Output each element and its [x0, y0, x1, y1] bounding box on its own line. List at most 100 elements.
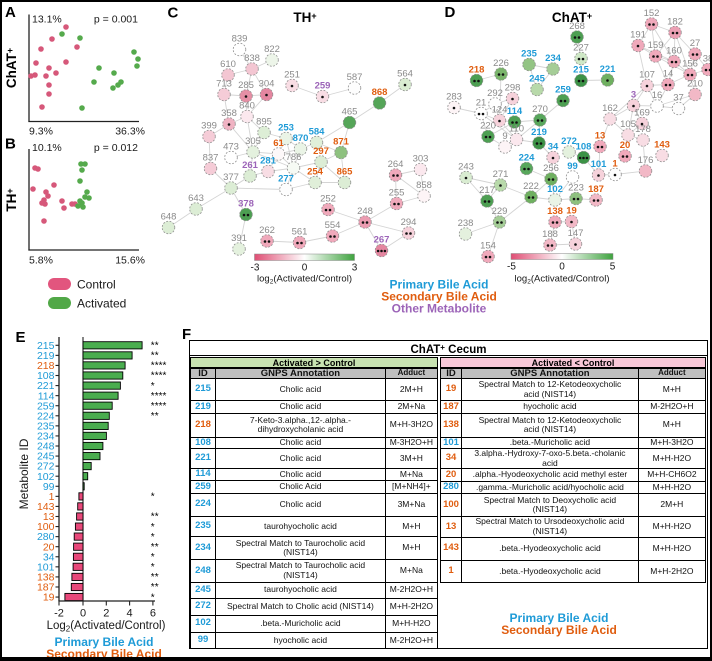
svg-text:268: 268 [569, 21, 585, 32]
svg-text:235: 235 [521, 49, 538, 60]
svg-text:**: ** [151, 582, 159, 593]
svg-text:-3: -3 [251, 263, 260, 274]
svg-text:285: 285 [238, 80, 254, 91]
svg-text:178: 178 [635, 124, 651, 135]
svg-text:6: 6 [150, 608, 156, 620]
svg-text:ChAT+: ChAT+ [552, 10, 592, 25]
svg-text:245: 245 [37, 451, 55, 463]
svg-text:Metabolite ID: Metabolite ID [17, 438, 31, 509]
svg-text:-5: -5 [507, 262, 516, 273]
svg-text:-2: -2 [54, 608, 64, 620]
svg-text:159: 159 [648, 40, 664, 51]
svg-text:399: 399 [201, 121, 217, 132]
svg-text:156: 156 [682, 59, 698, 70]
svg-text:298: 298 [505, 83, 521, 94]
svg-text:281: 281 [260, 156, 277, 167]
svg-text:13: 13 [595, 131, 606, 142]
svg-text:294: 294 [401, 217, 417, 228]
svg-text:27: 27 [690, 38, 701, 49]
svg-text:210: 210 [687, 79, 703, 90]
svg-text:****: **** [151, 391, 167, 402]
svg-text:256: 256 [543, 163, 559, 174]
svg-text:191: 191 [630, 30, 646, 41]
svg-text:176: 176 [638, 155, 654, 166]
svg-text:223: 223 [568, 183, 584, 194]
svg-text:234: 234 [545, 53, 562, 64]
svg-text:21: 21 [476, 98, 487, 109]
svg-text:108: 108 [37, 370, 55, 382]
svg-text:871: 871 [333, 137, 350, 148]
svg-text:219: 219 [531, 127, 547, 138]
svg-text:160: 160 [666, 46, 682, 57]
svg-text:272: 272 [37, 461, 55, 473]
svg-text:Primary Bile Acid: Primary Bile Acid [390, 278, 489, 292]
svg-text:34: 34 [43, 551, 55, 563]
svg-text:ChAT+: ChAT+ [4, 48, 19, 88]
svg-text:217: 217 [479, 185, 495, 196]
svg-text:262: 262 [259, 225, 275, 236]
svg-text:105: 105 [620, 119, 636, 130]
svg-text:271: 271 [493, 169, 509, 180]
svg-text:270: 270 [532, 104, 548, 115]
svg-text:C: C [168, 5, 179, 22]
svg-text:D: D [445, 4, 456, 21]
svg-text:1: 1 [49, 491, 55, 503]
svg-text:154: 154 [480, 241, 496, 252]
svg-text:895: 895 [256, 117, 272, 128]
svg-text:868: 868 [372, 87, 388, 98]
svg-text:99: 99 [43, 481, 55, 493]
svg-text:5.8%: 5.8% [29, 255, 53, 267]
svg-text:554: 554 [325, 220, 341, 231]
svg-text:259: 259 [37, 400, 55, 412]
svg-text:587: 587 [347, 72, 363, 83]
svg-text:**: ** [151, 512, 159, 523]
svg-text:16: 16 [652, 90, 663, 101]
svg-text:648: 648 [161, 212, 177, 223]
svg-text:143: 143 [37, 501, 55, 513]
svg-text:0: 0 [559, 262, 565, 273]
svg-text:248: 248 [37, 441, 55, 453]
svg-text:870: 870 [293, 133, 309, 144]
svg-text:9: 9 [502, 131, 507, 142]
svg-text:114: 114 [507, 106, 523, 117]
svg-text:259: 259 [315, 81, 331, 92]
svg-text:235: 235 [37, 420, 55, 432]
svg-text:61: 61 [273, 138, 284, 149]
svg-text:Secondary Bile Acid: Secondary Bile Acid [381, 290, 497, 304]
svg-text:243: 243 [458, 162, 474, 173]
svg-text:37: 37 [673, 93, 684, 104]
svg-text:19: 19 [43, 592, 55, 604]
svg-text:251: 251 [284, 70, 300, 81]
svg-text:107: 107 [639, 70, 655, 81]
svg-text:358: 358 [221, 108, 237, 119]
svg-text:0: 0 [80, 608, 86, 620]
svg-text:F: F [182, 326, 191, 343]
svg-text:p = 0.012: p = 0.012 [94, 142, 138, 154]
svg-text:280: 280 [37, 531, 55, 543]
svg-text:Control: Control [77, 278, 116, 292]
svg-text:839: 839 [232, 34, 248, 45]
svg-text:2: 2 [103, 608, 109, 620]
svg-text:283: 283 [446, 92, 462, 103]
svg-text:561: 561 [292, 227, 308, 238]
svg-text:Primary Bile Acid: Primary Bile Acid [55, 635, 154, 649]
svg-text:226: 226 [493, 58, 509, 69]
svg-text:169: 169 [634, 108, 650, 119]
svg-text:110: 110 [509, 124, 524, 135]
svg-text:238: 238 [458, 218, 474, 229]
svg-text:858: 858 [416, 180, 432, 191]
svg-text:643: 643 [188, 193, 204, 204]
svg-text:log2(Activated/Control): log2(Activated/Control) [257, 274, 352, 286]
svg-text:465: 465 [342, 107, 358, 118]
svg-text:102: 102 [37, 471, 55, 483]
svg-text:264: 264 [388, 159, 404, 170]
svg-text:215: 215 [37, 340, 55, 352]
svg-text:4: 4 [127, 608, 133, 620]
svg-text:218: 218 [469, 65, 485, 76]
svg-text:224: 224 [37, 410, 55, 422]
svg-text:19: 19 [566, 206, 577, 217]
svg-text:292: 292 [487, 88, 503, 99]
svg-text:221: 221 [600, 64, 617, 75]
svg-text:252: 252 [320, 194, 336, 205]
svg-text:*: * [151, 522, 155, 533]
